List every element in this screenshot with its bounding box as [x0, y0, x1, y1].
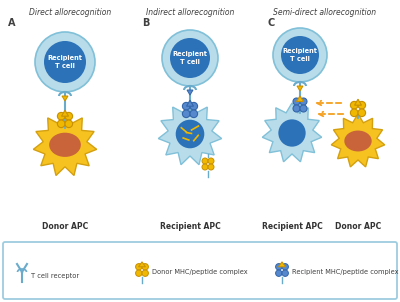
Circle shape: [65, 112, 73, 120]
Polygon shape: [278, 262, 286, 267]
Circle shape: [182, 110, 190, 117]
Text: Donor MHC/peptide complex: Donor MHC/peptide complex: [152, 269, 248, 275]
Circle shape: [182, 102, 190, 110]
FancyBboxPatch shape: [3, 242, 397, 299]
Circle shape: [293, 98, 300, 105]
Circle shape: [358, 101, 366, 109]
Text: Recipient APC: Recipient APC: [262, 222, 322, 231]
Polygon shape: [297, 86, 303, 91]
Polygon shape: [186, 100, 194, 106]
Circle shape: [293, 105, 300, 112]
Circle shape: [202, 158, 208, 164]
Circle shape: [142, 264, 148, 270]
Circle shape: [278, 119, 306, 147]
Text: T cell receptor: T cell receptor: [31, 273, 79, 279]
Text: Recipient
T cell: Recipient T cell: [172, 51, 208, 65]
Text: Indirect allorecognition: Indirect allorecognition: [146, 8, 234, 17]
Text: Recipient APC: Recipient APC: [160, 222, 220, 231]
Polygon shape: [262, 103, 322, 162]
Polygon shape: [138, 262, 146, 267]
Text: Direct allorecognition: Direct allorecognition: [29, 8, 111, 17]
Ellipse shape: [49, 133, 81, 157]
Circle shape: [276, 270, 282, 276]
Circle shape: [350, 101, 358, 109]
Text: C: C: [268, 18, 275, 28]
Circle shape: [276, 264, 282, 270]
Text: Recipient
T cell: Recipient T cell: [282, 48, 318, 62]
Polygon shape: [158, 102, 222, 165]
Circle shape: [65, 120, 73, 128]
Circle shape: [208, 158, 214, 164]
Circle shape: [136, 270, 142, 276]
Circle shape: [44, 41, 86, 83]
Text: Recipient
T cell: Recipient T cell: [48, 55, 82, 69]
Text: Semi-direct allorecognition: Semi-direct allorecognition: [274, 8, 376, 17]
Polygon shape: [62, 96, 68, 101]
Text: Recipient MHC/peptide complex: Recipient MHC/peptide complex: [292, 269, 398, 275]
Circle shape: [358, 109, 366, 117]
Circle shape: [190, 110, 198, 117]
Circle shape: [281, 36, 319, 74]
Circle shape: [142, 270, 148, 276]
Circle shape: [282, 270, 288, 276]
Polygon shape: [331, 114, 385, 167]
Polygon shape: [354, 99, 362, 105]
Circle shape: [35, 32, 95, 92]
Circle shape: [58, 120, 65, 128]
Circle shape: [136, 264, 142, 270]
Circle shape: [300, 98, 307, 105]
Polygon shape: [33, 113, 97, 175]
Circle shape: [350, 109, 358, 117]
Circle shape: [282, 264, 288, 270]
Polygon shape: [62, 110, 68, 116]
Circle shape: [170, 38, 210, 78]
Circle shape: [190, 102, 198, 110]
Circle shape: [58, 112, 65, 120]
Circle shape: [202, 164, 208, 170]
Text: Donor APC: Donor APC: [42, 222, 88, 231]
Ellipse shape: [344, 130, 372, 151]
Circle shape: [176, 120, 204, 148]
Circle shape: [162, 30, 218, 86]
Circle shape: [208, 164, 214, 170]
Text: Donor APC: Donor APC: [335, 222, 381, 231]
Text: B: B: [142, 18, 149, 28]
Text: A: A: [8, 18, 16, 28]
Polygon shape: [296, 96, 304, 101]
Circle shape: [273, 28, 327, 82]
Polygon shape: [187, 90, 193, 95]
Circle shape: [300, 105, 307, 112]
